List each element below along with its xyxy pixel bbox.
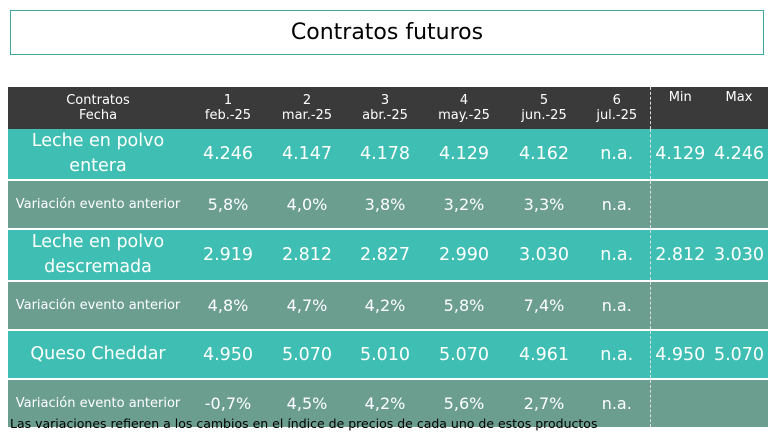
cell: n.a. — [584, 331, 650, 378]
row-label: Variación evento anterior — [8, 380, 188, 427]
col-num: 3 — [380, 93, 390, 108]
header-col-4: 4 may.-25 — [424, 87, 504, 129]
cell: 4.162 — [504, 129, 584, 179]
header-contratos: Contratos — [66, 93, 130, 108]
cell-max — [710, 181, 768, 228]
cell: 4.950 — [188, 331, 268, 378]
header-fecha: Fecha — [78, 108, 118, 123]
cell: 4,5% — [268, 380, 346, 427]
header-col-2: 2 mar.-25 — [268, 87, 346, 129]
cell: 4.129 — [424, 129, 504, 179]
cell: 4.961 — [504, 331, 584, 378]
cell-max: 4.246 — [710, 129, 768, 179]
header-col-3: 3 abr.-25 — [346, 87, 424, 129]
cell: 4,2% — [346, 282, 424, 329]
row-label: Leche en polvo entera — [8, 129, 188, 179]
table-row: Variación evento anterior 5,8% 4,0% 3,8%… — [8, 181, 768, 228]
cell-max: 3.030 — [710, 230, 768, 280]
cell: 2.919 — [188, 230, 268, 280]
col-num: 1 — [223, 93, 233, 108]
cell: 5,8% — [424, 282, 504, 329]
cell: 4,0% — [268, 181, 346, 228]
table-row: Queso Cheddar 4.950 5.070 5.010 5.070 4.… — [8, 331, 768, 378]
cell: 3,8% — [346, 181, 424, 228]
col-num: 5 — [539, 93, 549, 108]
cell: 4.246 — [188, 129, 268, 179]
col-date: jul.-25 — [596, 108, 638, 123]
table-row: Leche en polvo entera 4.246 4.147 4.178 … — [8, 129, 768, 179]
min-label: Min — [668, 90, 692, 105]
cell: n.a. — [584, 380, 650, 427]
cell: 5,8% — [188, 181, 268, 228]
cell: 4.147 — [268, 129, 346, 179]
footnote: Las variaciones refieren a los cambios e… — [10, 416, 598, 431]
cell: n.a. — [584, 230, 650, 280]
cell: 5.070 — [424, 331, 504, 378]
cell-min — [649, 282, 710, 329]
col-date: mar.-25 — [281, 108, 333, 123]
cell-min: 2.812 — [649, 230, 710, 280]
cell-min: 4.950 — [649, 331, 710, 378]
row-label: Variación evento anterior — [8, 282, 188, 329]
cell: n.a. — [584, 129, 650, 179]
cell-max: 5.070 — [710, 331, 768, 378]
row-label: Variación evento anterior — [8, 181, 188, 228]
cell: 4.178 — [346, 129, 424, 179]
col-date: abr.-25 — [362, 108, 408, 123]
col-date: feb.-25 — [204, 108, 252, 123]
col-date: jun.-25 — [521, 108, 567, 123]
cell: 7,4% — [504, 282, 584, 329]
cell: 3,2% — [424, 181, 504, 228]
cell: 2.990 — [424, 230, 504, 280]
header-max: Max — [710, 87, 768, 129]
cell-min — [649, 181, 710, 228]
cell: -0,7% — [188, 380, 268, 427]
cell: 3.030 — [504, 230, 584, 280]
cell: n.a. — [584, 181, 650, 228]
cell-min — [649, 380, 710, 427]
header-min: Min — [649, 87, 710, 129]
cell: 2.812 — [268, 230, 346, 280]
col-num: 6 — [612, 93, 621, 108]
cell: 5.070 — [268, 331, 346, 378]
cell: 5,6% — [424, 380, 504, 427]
cell: 3,3% — [504, 181, 584, 228]
cell: 5.010 — [346, 331, 424, 378]
col-num: 2 — [302, 93, 312, 108]
col-num: 4 — [459, 93, 469, 108]
col-date: may.-25 — [438, 108, 490, 123]
row-label: Leche en polvo descremada — [8, 230, 188, 280]
header-col-1: 1 feb.-25 — [188, 87, 268, 129]
futures-table: Contratos Fecha 1 feb.-25 2 mar.-25 3 abr.-… — [8, 87, 768, 427]
cell: 4,2% — [346, 380, 424, 427]
table-row: Leche en polvo descremada 2.919 2.812 2.… — [8, 230, 768, 280]
table-row: Variación evento anterior 4,8% 4,7% 4,2%… — [8, 282, 768, 329]
max-label: Max — [725, 90, 753, 105]
cell-max — [710, 282, 768, 329]
cell: 2.827 — [346, 230, 424, 280]
cell: 4,7% — [268, 282, 346, 329]
header-label: Contratos Fecha — [8, 87, 188, 129]
header-col-5: 5 jun.-25 — [504, 87, 584, 129]
row-label: Queso Cheddar — [8, 331, 188, 378]
page-title: Contratos futuros — [10, 10, 764, 55]
cell-max — [710, 380, 768, 427]
table-header: Contratos Fecha 1 feb.-25 2 mar.-25 3 abr.-… — [8, 87, 768, 129]
header-col-6: 6 jul.-25 — [584, 87, 650, 129]
table-row: Variación evento anterior -0,7% 4,5% 4,2… — [8, 380, 768, 427]
cell: 2,7% — [504, 380, 584, 427]
cell-min: 4.129 — [649, 129, 710, 179]
cell: n.a. — [584, 282, 650, 329]
cell: 4,8% — [188, 282, 268, 329]
